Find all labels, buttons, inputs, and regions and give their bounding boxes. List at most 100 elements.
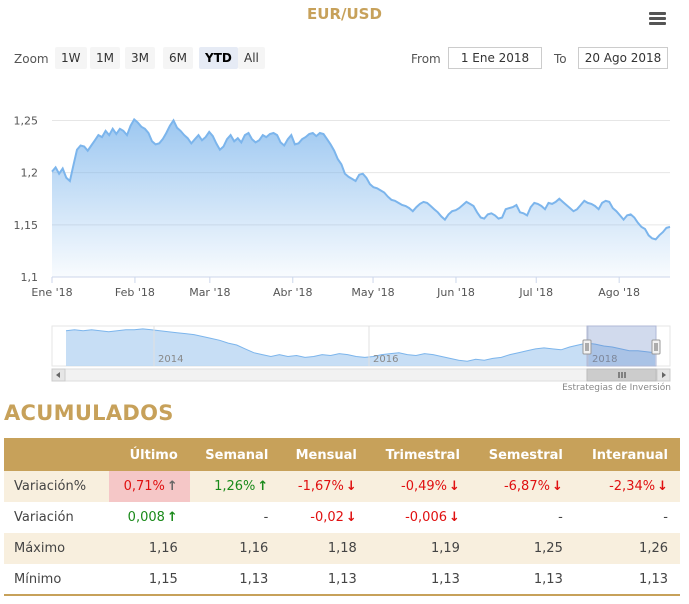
arrow-up-icon: ↑ bbox=[166, 479, 178, 494]
table-cell: - bbox=[189, 502, 281, 533]
x-tick-label: Abr '18 bbox=[273, 286, 313, 299]
cell-value: - bbox=[663, 510, 668, 525]
table-cell: 1,25 bbox=[471, 533, 575, 564]
table-cell: 1,16 bbox=[189, 533, 281, 564]
table-cell: 1,13 bbox=[189, 564, 281, 596]
y-tick-label: 1,2 bbox=[21, 167, 39, 180]
row-label: Mínimo bbox=[4, 564, 110, 596]
zoom-button-1w[interactable]: 1W bbox=[55, 47, 87, 69]
x-tick-label: Feb '18 bbox=[115, 286, 155, 299]
to-date-input[interactable]: 20 Ago 2018 bbox=[578, 47, 668, 69]
zoom-button-6m[interactable]: 6M bbox=[163, 47, 193, 69]
navigator-chart[interactable]: 2014 2016 2018 bbox=[0, 322, 689, 384]
row-label: Variación bbox=[4, 502, 110, 533]
cell-value: 1,13 bbox=[239, 571, 269, 587]
table-cell: 1,13 bbox=[471, 564, 575, 596]
zoom-label: Zoom bbox=[14, 52, 49, 66]
table-cell: 1,16 bbox=[109, 533, 190, 564]
table-cell: 1,26 bbox=[574, 533, 680, 564]
cell-value: 1,13 bbox=[639, 571, 668, 587]
cell-value: 1,26 bbox=[639, 541, 668, 556]
x-tick-label: May '18 bbox=[351, 286, 394, 299]
arrow-down-icon: ↓ bbox=[551, 479, 563, 494]
table-cell: 1,15 bbox=[109, 564, 190, 596]
zoom-button-3m[interactable]: 3M bbox=[125, 47, 155, 69]
table-cell: -0,49% ↓ bbox=[368, 471, 472, 502]
column-header: Semanal bbox=[189, 438, 281, 471]
cell-value: -1,67% bbox=[297, 479, 344, 494]
x-tick-label: Ago '18 bbox=[598, 286, 640, 299]
cell-value: 1,26% bbox=[214, 479, 256, 494]
column-header: Semestral bbox=[471, 438, 575, 471]
column-header: Trimestral bbox=[368, 438, 472, 471]
row-label: Máximo bbox=[4, 533, 110, 564]
cell-value: -0,49% bbox=[401, 479, 447, 494]
column-header: Interanual bbox=[574, 438, 680, 471]
cell-value: 1,13 bbox=[327, 571, 357, 587]
y-tick-label: 1,1 bbox=[21, 271, 39, 284]
cell-value: - bbox=[558, 510, 563, 525]
x-tick-label: Jul '18 bbox=[518, 286, 553, 299]
zoom-button-ytd[interactable]: YTD bbox=[199, 47, 238, 69]
table-cell: -1,67% ↓ bbox=[280, 471, 369, 502]
cell-value: 1,13 bbox=[430, 571, 460, 587]
series-line bbox=[51, 117, 671, 241]
x-tick-label: Ene '18 bbox=[31, 286, 72, 299]
from-date-input[interactable]: 1 Ene 2018 bbox=[448, 47, 542, 69]
section-title-acumulados: ACUMULADOS bbox=[4, 401, 174, 425]
x-tick-label: Jun '18 bbox=[436, 286, 475, 299]
zoom-button-1m[interactable]: 1M bbox=[90, 47, 120, 69]
to-label: To bbox=[554, 52, 567, 66]
table-cell: 1,13 bbox=[280, 564, 369, 596]
cell-value: - bbox=[263, 510, 269, 525]
cell-value: 1,18 bbox=[327, 541, 357, 556]
chart-credit[interactable]: Estrategias de Inversión bbox=[562, 383, 671, 393]
table-row: Máximo 1,16 1,16 1,18 1,19 1,25 1,26 bbox=[4, 533, 680, 564]
table-cell: -0,02 ↓ bbox=[280, 502, 369, 533]
navigator-line bbox=[65, 328, 656, 362]
table-cell: -2,34% ↓ bbox=[574, 471, 680, 502]
accumulated-table: Último Semanal Mensual Trimestral Semestral I… bbox=[4, 438, 680, 596]
cell-value: 1,15 bbox=[148, 571, 178, 587]
table-row: Variación% 0,71% ↑ 1,26% ↑ -1,67% ↓ -0,49% ↓ -6,8… bbox=[4, 471, 680, 502]
arrow-up-icon: ↑ bbox=[166, 510, 178, 525]
cell-value: -2,34% bbox=[609, 479, 656, 494]
table-cell: 1,19 bbox=[368, 533, 472, 564]
navigator-left-handle bbox=[582, 339, 592, 355]
cell-value: -0,02 bbox=[310, 510, 344, 525]
y-tick-label: 1,15 bbox=[14, 219, 39, 232]
zoom-button-all[interactable]: All bbox=[238, 47, 265, 69]
arrow-down-icon: ↓ bbox=[345, 479, 357, 494]
navigator-selection bbox=[586, 325, 657, 367]
price-area-chart: 1,1 1,15 1,2 1,25 Ene '18 Feb '18 Mar '18 Abr '… bbox=[14, 114, 671, 299]
table-cell: 0,008 ↑ bbox=[109, 502, 190, 533]
x-tick-label: Mar '18 bbox=[189, 286, 230, 299]
table-cell: -6,87% ↓ bbox=[471, 471, 575, 502]
table-row: Mínimo 1,15 1,13 1,13 1,13 1,13 1,13 bbox=[4, 564, 680, 596]
hamburger-menu-icon[interactable] bbox=[649, 12, 666, 26]
navigator-right-handle bbox=[651, 339, 661, 355]
cell-value: 1,16 bbox=[148, 541, 178, 556]
arrow-up-icon: ↑ bbox=[257, 479, 269, 494]
table-cell: 0,71% ↑ bbox=[109, 471, 190, 502]
cell-value: 1,13 bbox=[533, 571, 563, 587]
table-cell: 1,13 bbox=[574, 564, 680, 596]
arrow-down-icon: ↓ bbox=[345, 510, 357, 525]
table-cell: 1,26% ↑ bbox=[189, 471, 281, 502]
y-tick-label: 1,25 bbox=[14, 114, 39, 127]
scroll-left-icon bbox=[56, 372, 60, 378]
scroll-right-icon bbox=[662, 372, 666, 378]
column-header: Último bbox=[109, 438, 190, 471]
navigator-area bbox=[66, 328, 655, 366]
cell-value: 1,19 bbox=[430, 541, 460, 556]
table-row: Variación 0,008 ↑ - -0,02 ↓ -0,006 ↓ - - bbox=[4, 502, 680, 533]
navigator-year-label: 2014 bbox=[158, 354, 183, 365]
cell-value: 1,25 bbox=[533, 541, 563, 556]
series-area bbox=[52, 119, 670, 278]
cell-value: -6,87% bbox=[503, 479, 550, 494]
arrow-down-icon: ↓ bbox=[449, 510, 460, 525]
cell-value: -0,006 bbox=[405, 510, 447, 525]
arrow-down-icon: ↓ bbox=[657, 479, 668, 494]
table-cell: 1,18 bbox=[280, 533, 369, 564]
navigator-year-label: 2018 bbox=[592, 354, 617, 365]
